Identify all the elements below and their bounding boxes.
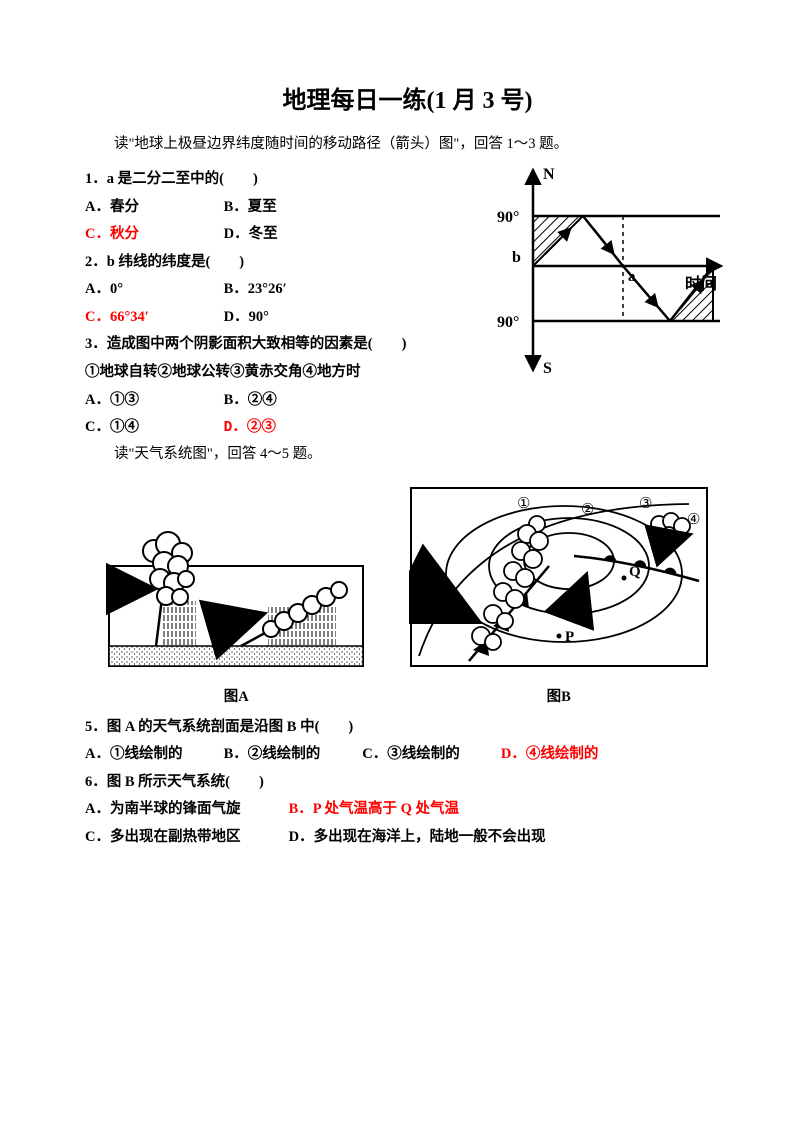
intro-1: 读"地球上极昼边界纬度随时间的移动路径（箭头）图"，回答 1～3 题。 [85,133,730,156]
q3-D: D．②③ [224,415,359,443]
figure-row: 图A [85,486,730,706]
q6-text: 6．图 B 所示天气系统( ) [85,769,730,797]
q6-options-1: A．为南半球的锋面气旋 B．P 处气温高于 Q 处气温 [85,796,730,824]
svg-text:90°: 90° [497,314,519,331]
svg-text:S: S [543,360,552,377]
svg-text:Q: Q [629,564,641,580]
svg-text:①: ① [517,496,530,512]
q5-options: A．①线绘制的 B．②线绘制的 C．③线绘制的 D．④线绘制的 [85,741,730,769]
figure-a-block: 图A [106,511,366,706]
q5-text: 5．图 A 的天气系统剖面是沿图 B 中( ) [85,714,730,742]
svg-text:N: N [543,166,555,183]
svg-text:b: b [512,249,521,266]
q3-C: C．①④ [85,414,220,442]
q6-D: D．多出现在海洋上，陆地一般不会出现 [289,824,546,852]
q1-B: B．夏至 [224,194,359,222]
q5-A: A．①线绘制的 [85,741,220,769]
figure-a [106,511,366,681]
q2-A: A．0° [85,276,220,304]
page-title: 地理每日一练(1 月 3 号) [85,80,730,115]
q5-B: B．②线绘制的 [224,741,359,769]
q6-C: C．多出现在副热带地区 [85,824,285,852]
q3-options-2: C．①④ D．②③ [85,414,730,443]
figure-b-label: 图B [409,685,709,706]
q6-options-2: C．多出现在副热带地区 D．多出现在海洋上，陆地一般不会出现 [85,824,730,852]
q5-C: C．③线绘制的 [362,741,497,769]
figure-b-block: P Q ① ② ③ ④ 图B [409,486,709,706]
q1-A: A．春分 [85,194,220,222]
q1-C: C．秋分 [85,221,220,249]
figure-b: P Q ① ② ③ ④ [409,486,709,681]
svg-text:P: P [565,629,574,645]
q3-B: B．②④ [224,387,359,415]
q3-A: A．①③ [85,387,220,415]
q6-B: B．P 处气温高于 Q 处气温 [289,796,489,824]
svg-text:③: ③ [639,496,652,512]
figure-a-label: 图A [106,685,366,706]
q2-C: C．66°34′ [85,304,220,332]
q5-D: D．④线绘制的 [501,741,636,769]
q2-D: D．90° [224,304,359,332]
diagram-1: N S 90° b 时间 90° a [485,161,730,386]
svg-text:②: ② [581,502,594,518]
svg-text:90°: 90° [497,209,519,226]
q6-A: A．为南半球的锋面气旋 [85,796,285,824]
svg-text:④: ④ [687,512,700,528]
diagram-1-container: N S 90° b 时间 90° a [485,161,730,386]
intro-2: 读"天气系统图"，回答 4～5 题。 [85,443,730,466]
q1-D: D．冬至 [224,221,359,249]
q3-options: A．①③ B．②④ [85,387,730,415]
q2-B: B．23°26′ [224,276,359,304]
